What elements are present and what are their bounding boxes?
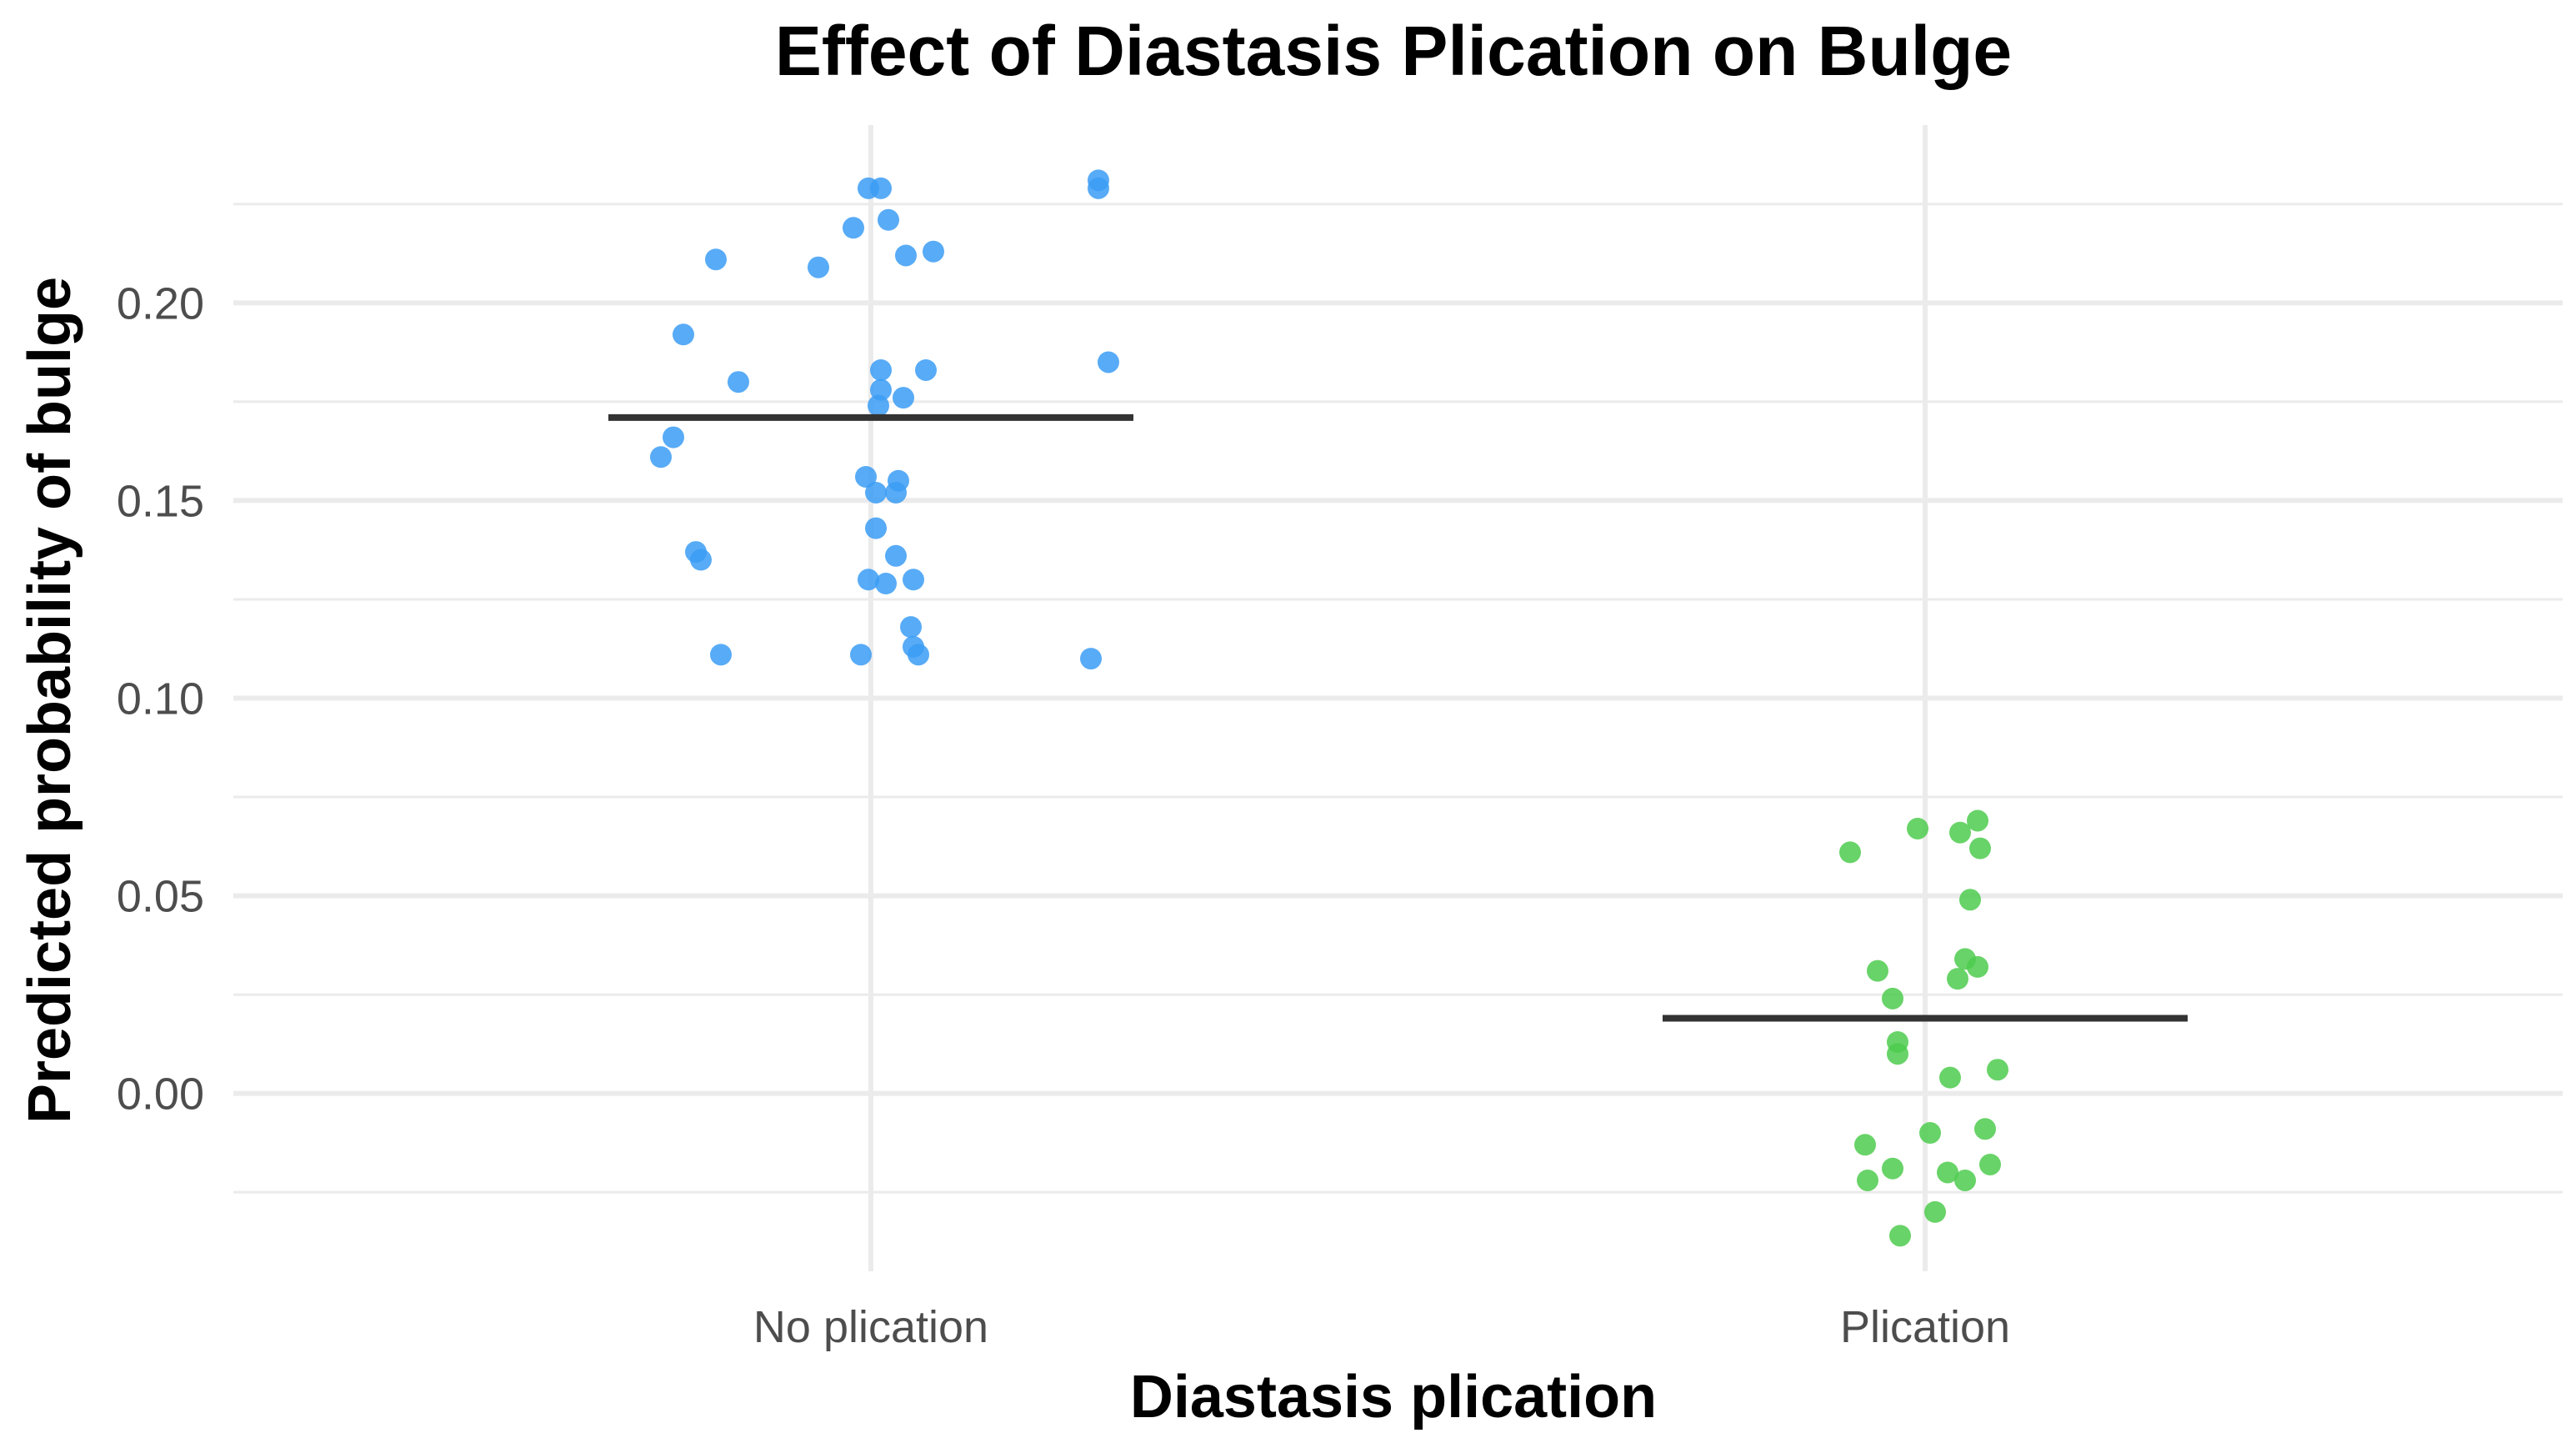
data-point	[870, 177, 892, 199]
grid-lines	[233, 125, 2563, 1271]
y-tick-label: 0.15	[117, 476, 204, 526]
y-axis-title: Predicted probability of bulge	[17, 277, 83, 1124]
data-point	[1954, 1169, 1976, 1191]
data-point	[1867, 959, 1888, 982]
data-point	[870, 358, 892, 381]
data-point	[1854, 1134, 1876, 1156]
data-point	[650, 446, 672, 468]
data-point	[900, 616, 922, 639]
data-point	[868, 394, 889, 417]
x-axis-title: Diastasis plication	[1130, 1364, 1657, 1430]
data-point	[850, 644, 872, 666]
data-point	[893, 387, 914, 409]
data-point	[843, 217, 864, 239]
data-point	[1939, 1066, 1961, 1089]
data-point	[1907, 817, 1928, 839]
data-point	[728, 371, 749, 393]
data-point	[895, 244, 917, 267]
y-tick-label: 0.20	[117, 278, 204, 328]
data-point	[1882, 1157, 1903, 1180]
data-point	[878, 208, 899, 231]
data-point	[808, 256, 829, 278]
data-point	[1080, 648, 1102, 670]
data-point	[1969, 837, 1991, 859]
data-point	[1889, 1225, 1911, 1247]
y-axis-tick-labels: 0.00 0.05 0.10 0.15 0.20	[117, 278, 204, 1119]
data-point	[875, 573, 897, 594]
data-point	[1882, 987, 1903, 1010]
data-point	[1979, 1153, 2001, 1175]
data-point	[690, 549, 712, 571]
data-point	[1959, 889, 1981, 911]
x-tick-label: Plication	[1840, 1302, 2010, 1352]
data-point	[923, 240, 944, 263]
data-point	[1937, 1161, 1958, 1184]
mean-lines	[608, 413, 2188, 1022]
x-tick-label: No plication	[753, 1302, 988, 1352]
data-point	[855, 465, 877, 488]
data-point	[1857, 1169, 1878, 1191]
data-point	[1924, 1200, 1946, 1223]
data-point	[1967, 955, 1988, 978]
y-tick-label: 0.05	[117, 872, 204, 922]
data-point	[1947, 968, 1968, 990]
y-tick-label: 0.00	[117, 1070, 204, 1120]
data-point	[903, 569, 924, 591]
data-point	[1949, 821, 1971, 844]
data-point	[1839, 841, 1861, 864]
x-axis-tick-labels: No plication Plication	[753, 1302, 2010, 1352]
data-point	[865, 481, 887, 504]
data-point	[1967, 809, 1988, 832]
data-point	[710, 644, 732, 666]
data-points	[650, 169, 2008, 1247]
data-point	[865, 517, 887, 539]
data-point	[858, 569, 879, 591]
data-point	[1919, 1122, 1941, 1145]
data-point	[908, 644, 929, 666]
data-point	[1887, 1043, 1908, 1065]
y-tick-label: 0.10	[117, 674, 204, 724]
data-point	[1987, 1059, 2008, 1081]
data-point	[663, 426, 684, 448]
data-point	[705, 248, 727, 271]
chart-title: Effect of Diastasis Plication on Bulge	[775, 12, 2012, 90]
data-point	[915, 358, 937, 381]
data-point	[673, 323, 694, 346]
data-point	[885, 481, 907, 504]
data-point	[1974, 1118, 1996, 1140]
data-point	[885, 544, 907, 567]
data-point	[1088, 177, 1109, 199]
data-point	[1098, 351, 1119, 373]
